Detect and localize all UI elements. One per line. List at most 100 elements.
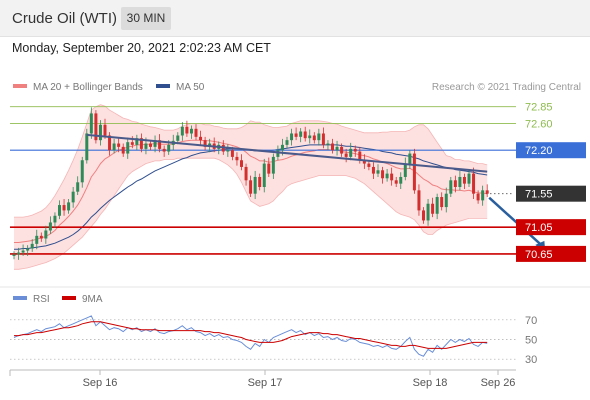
candle-body <box>103 124 107 136</box>
legend-label: MA 50 <box>176 82 205 93</box>
candle-body <box>185 126 189 134</box>
candle-body <box>276 150 280 157</box>
candle-body <box>394 180 398 184</box>
rsi-legend-swatch <box>62 296 76 300</box>
candle-body <box>117 143 121 147</box>
rsi-legend-label: RSI <box>33 294 50 305</box>
candle-body <box>467 173 471 184</box>
rsi-level-label: 30 <box>525 354 537 366</box>
candle-body <box>390 173 394 181</box>
candle-body <box>199 136 203 141</box>
candle-body <box>203 140 207 147</box>
candle-body <box>130 142 134 145</box>
candle-body <box>285 140 289 145</box>
level-label: 72.20 <box>525 145 553 157</box>
candle-body <box>158 140 162 149</box>
timeframe-button[interactable]: 30 MIN <box>121 7 171 30</box>
candle-body <box>408 153 412 164</box>
rsi-legend-label: 9MA <box>82 294 103 305</box>
candle-body <box>462 176 466 184</box>
candle-body <box>85 133 89 161</box>
candle-body <box>58 205 61 216</box>
level-labels: 72.85 72.60 72.20 71.55 71.05 70.65 <box>516 102 586 262</box>
candle-body <box>440 197 444 208</box>
candle-body <box>98 124 102 141</box>
candle-body <box>30 243 34 249</box>
chart-credit: Research © 2021 Trading Central <box>432 82 581 93</box>
candle-body <box>44 230 48 239</box>
candle-body <box>176 135 180 141</box>
x-axis: Sep 16 Sep 17 Sep 18 Sep 26 <box>9 369 516 389</box>
candle-body <box>76 182 80 192</box>
candle-body <box>403 163 407 177</box>
candle-body <box>144 143 148 149</box>
candle-body <box>458 176 462 187</box>
candle-body <box>162 148 166 152</box>
candle-body <box>262 163 266 187</box>
level-label-box <box>516 185 586 202</box>
candle-body <box>280 144 284 151</box>
candle-body <box>371 166 375 174</box>
candle-body <box>153 140 157 147</box>
candle-body <box>299 131 303 137</box>
candle-body <box>71 191 75 203</box>
x-tick-label: Sep 16 <box>83 377 118 389</box>
rsi-ma-line <box>14 321 488 349</box>
candle-body <box>412 153 416 191</box>
candle-body <box>358 151 362 161</box>
candle-body <box>21 250 25 253</box>
candle-body <box>108 135 112 151</box>
legend-swatch <box>156 84 170 88</box>
candle-body <box>485 190 489 194</box>
candle-body <box>294 133 298 137</box>
level-label: 71.05 <box>525 222 553 234</box>
bollinger-upper-line <box>14 104 488 218</box>
candle-body <box>331 143 334 151</box>
level-label-box <box>516 142 586 159</box>
candle-body <box>267 163 271 174</box>
candle-body <box>94 113 98 141</box>
candle-body <box>312 135 316 141</box>
candle-body <box>189 128 193 134</box>
candle-body <box>303 131 307 139</box>
candle-body <box>476 193 480 201</box>
candle-body <box>481 190 485 201</box>
candle-body <box>149 143 152 147</box>
candle-body <box>89 113 93 134</box>
candle-body <box>449 180 453 194</box>
x-tick-label: Sep 26 <box>481 377 516 389</box>
candle-body <box>135 138 139 145</box>
candle-body <box>112 143 116 151</box>
level-label-box <box>516 245 586 262</box>
candle-body <box>326 143 330 145</box>
candle-body <box>271 156 275 174</box>
candle-body <box>258 176 262 187</box>
trendline <box>86 133 488 173</box>
candle-body <box>376 170 380 174</box>
forecast-arrow-shaft <box>488 196 544 247</box>
candle-body <box>62 205 66 211</box>
candle-body <box>235 156 239 161</box>
candle-body <box>249 180 253 194</box>
ma20-line <box>14 139 488 243</box>
candle-body <box>244 166 248 181</box>
candle-body <box>48 222 52 231</box>
candle-body <box>353 148 357 152</box>
bollinger-lower-line <box>14 157 488 270</box>
candle-body <box>367 163 371 167</box>
level-label: 72.60 <box>525 118 553 130</box>
candle-body <box>308 135 312 139</box>
candle-body <box>349 148 353 157</box>
candle-body <box>80 160 84 183</box>
level-label: 70.65 <box>525 249 553 261</box>
candle-body <box>139 138 143 149</box>
candle-body <box>194 128 198 137</box>
rsi-legend-swatch <box>13 296 27 300</box>
level-label-box <box>516 219 586 236</box>
candle-body <box>290 133 294 141</box>
candle-body <box>253 176 257 194</box>
candle-body <box>435 197 439 214</box>
candle-body <box>180 126 184 136</box>
candle-body <box>17 252 21 255</box>
instrument-title: Crude Oil (WTI) <box>12 10 117 27</box>
